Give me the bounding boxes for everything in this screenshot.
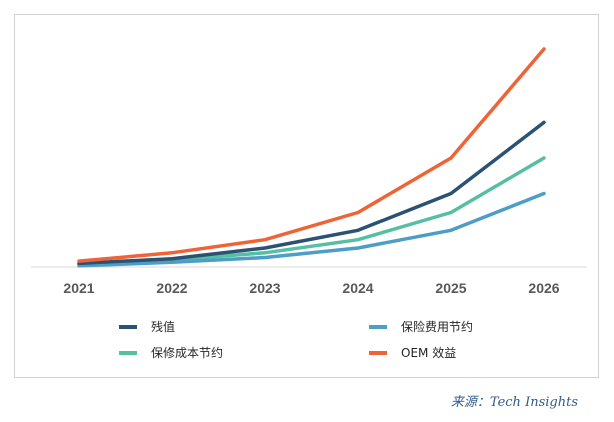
series-line-0 [77,120,546,266]
legend-label: OEM 效益 [401,345,456,360]
x-tick-label: 2026 [528,280,559,296]
source-note: 来源：Tech Insights [450,395,578,410]
x-tick-label: 2022 [156,280,187,296]
legend-item: 残值 [119,319,175,334]
legend-label: 保修成本节约 [151,345,223,360]
legend-label: 保险费用节约 [401,319,473,334]
series-line-3 [77,47,546,263]
legend-item: 保险费用节约 [369,319,473,334]
x-tick-label: 2024 [342,280,373,296]
chart-frame: 2021 2022 2023 2024 2025 2026 残值 保险费用节约保修成本节约 O… [14,14,599,378]
x-tick-label: 2025 [435,280,466,296]
x-tick-label: 2021 [63,280,94,296]
legend-label: 残值 [151,319,175,334]
series-line-1 [77,191,546,268]
legend-item: 保修成本节约 [119,345,223,360]
x-tick-labels: 2021 2022 2023 2024 2025 2026 [63,280,559,296]
series-layer [77,47,546,268]
legend-item: OEM 效益 [369,345,456,360]
x-tick-label: 2023 [249,280,280,296]
